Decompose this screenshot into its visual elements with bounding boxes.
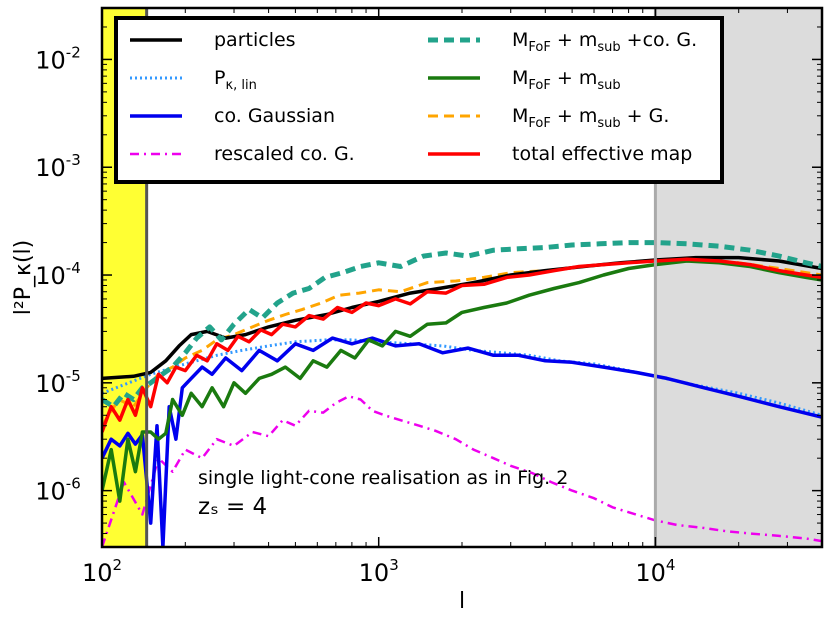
legend-box	[114, 16, 724, 184]
legend: particles Pκ, lin co. Gaussian rescaled co.…	[114, 16, 724, 184]
series-line-3	[102, 395, 822, 547]
y-tick-label: 10-5	[35, 367, 81, 398]
y-tick-label: 10-3	[35, 151, 81, 182]
legend-label: total effective map	[512, 143, 692, 165]
legend-label: MFoF + msub	[512, 67, 621, 93]
legend-label: rescaled co. G.	[214, 143, 355, 165]
series-line-2	[102, 336, 822, 547]
legend-label: MFoF + msub +co. G.	[512, 29, 697, 55]
x-tick-label: 103	[359, 556, 399, 587]
legend-label: co. Gaussian	[214, 105, 335, 127]
series-line-7	[102, 257, 822, 433]
annotation-line-2: zₛ = 4	[198, 494, 267, 520]
legend-label: MFoF + msub + G.	[512, 105, 669, 131]
y-tick-label: 10-4	[35, 259, 81, 290]
series-lines	[102, 240, 822, 547]
axis-ticks: 102 103 104 10-6 10-5 10-4 10-3 10-2	[35, 8, 822, 587]
x-axis-label: l	[459, 589, 465, 614]
annotation: single light-cone realisation as in Fig.…	[198, 467, 568, 520]
y-tick-label: 10-2	[35, 43, 81, 74]
x-tick-label: 104	[635, 556, 675, 587]
series-line-4	[102, 240, 822, 410]
series-line-6	[102, 257, 822, 427]
y-tick-label: 10-6	[35, 475, 81, 506]
y-axis-label: l²P_κ(l)	[11, 240, 36, 315]
legend-label: particles	[214, 29, 296, 51]
legend-label: Pκ, lin	[214, 67, 257, 93]
series-line-5	[102, 259, 822, 503]
annotation-line-1: single light-cone realisation as in Fig.…	[198, 467, 568, 489]
x-tick-label: 102	[82, 556, 122, 587]
